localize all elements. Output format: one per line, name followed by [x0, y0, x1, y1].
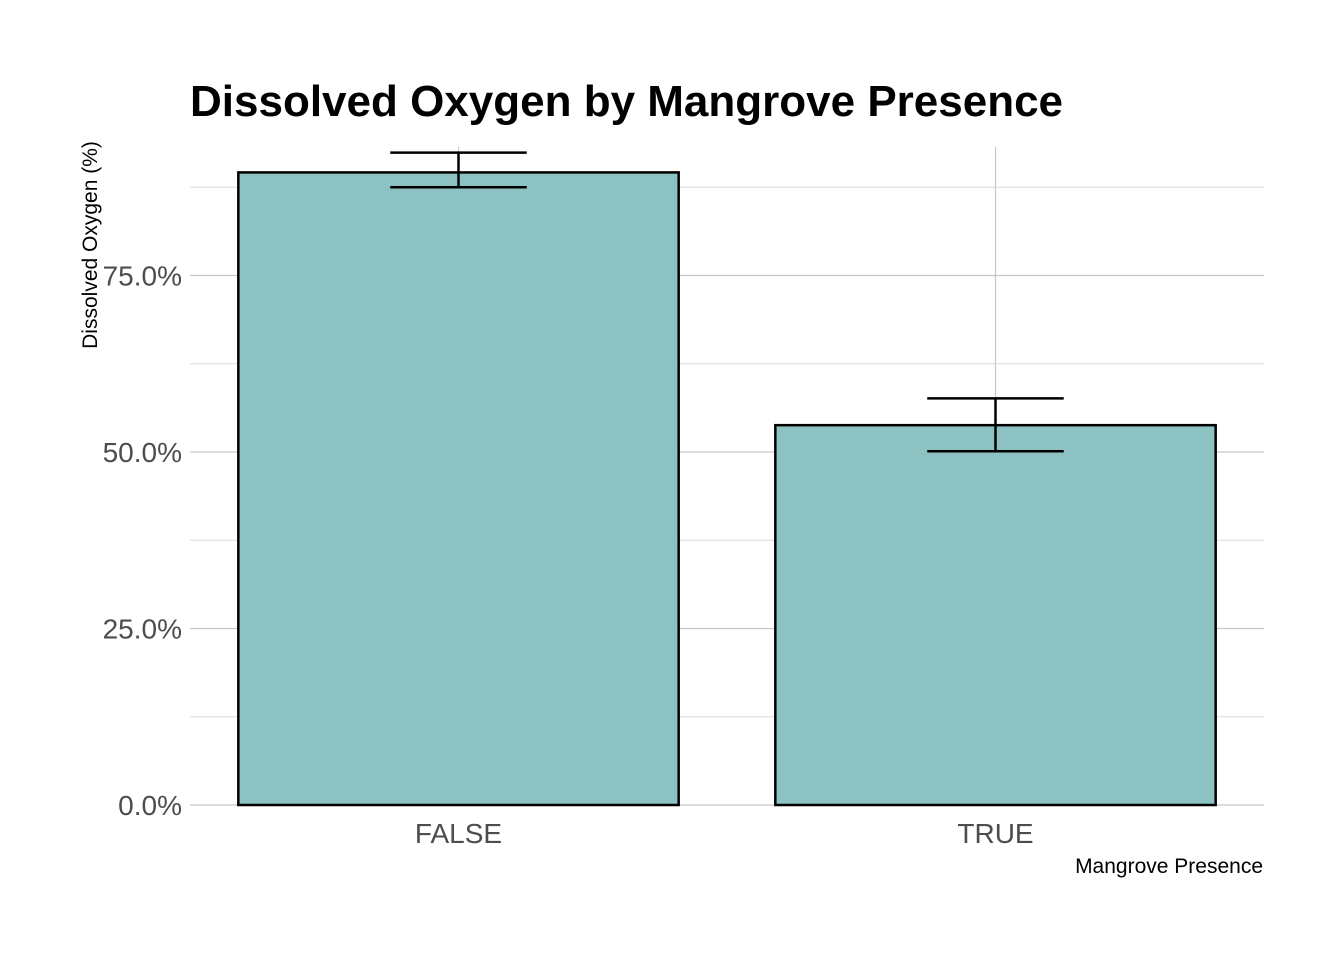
x-axis-label: Mangrove Presence — [1075, 855, 1263, 878]
y-axis-ticks: 0.0% 25.0% 50.0% 75.0% — [103, 261, 182, 822]
error-bar-true — [927, 397, 1064, 453]
y-tick-label: 50.0% — [103, 437, 182, 468]
bar-false — [237, 171, 680, 807]
error-bars — [390, 151, 1064, 453]
x-axis-ticks: FALSE TRUE — [415, 818, 1034, 849]
x-tick-label-false: FALSE — [415, 818, 502, 849]
bars — [237, 171, 1217, 807]
bar-true — [774, 423, 1217, 807]
y-tick-label: 75.0% — [103, 261, 182, 292]
x-tick-label-true: TRUE — [957, 818, 1033, 849]
y-tick-label: 25.0% — [103, 614, 182, 645]
y-tick-label: 0.0% — [118, 790, 182, 821]
error-bar-false — [390, 151, 527, 189]
y-axis-label: Dissolved Oxygen (%) — [79, 141, 102, 349]
chart-title: Dissolved Oxygen by Mangrove Presence — [190, 77, 1063, 126]
